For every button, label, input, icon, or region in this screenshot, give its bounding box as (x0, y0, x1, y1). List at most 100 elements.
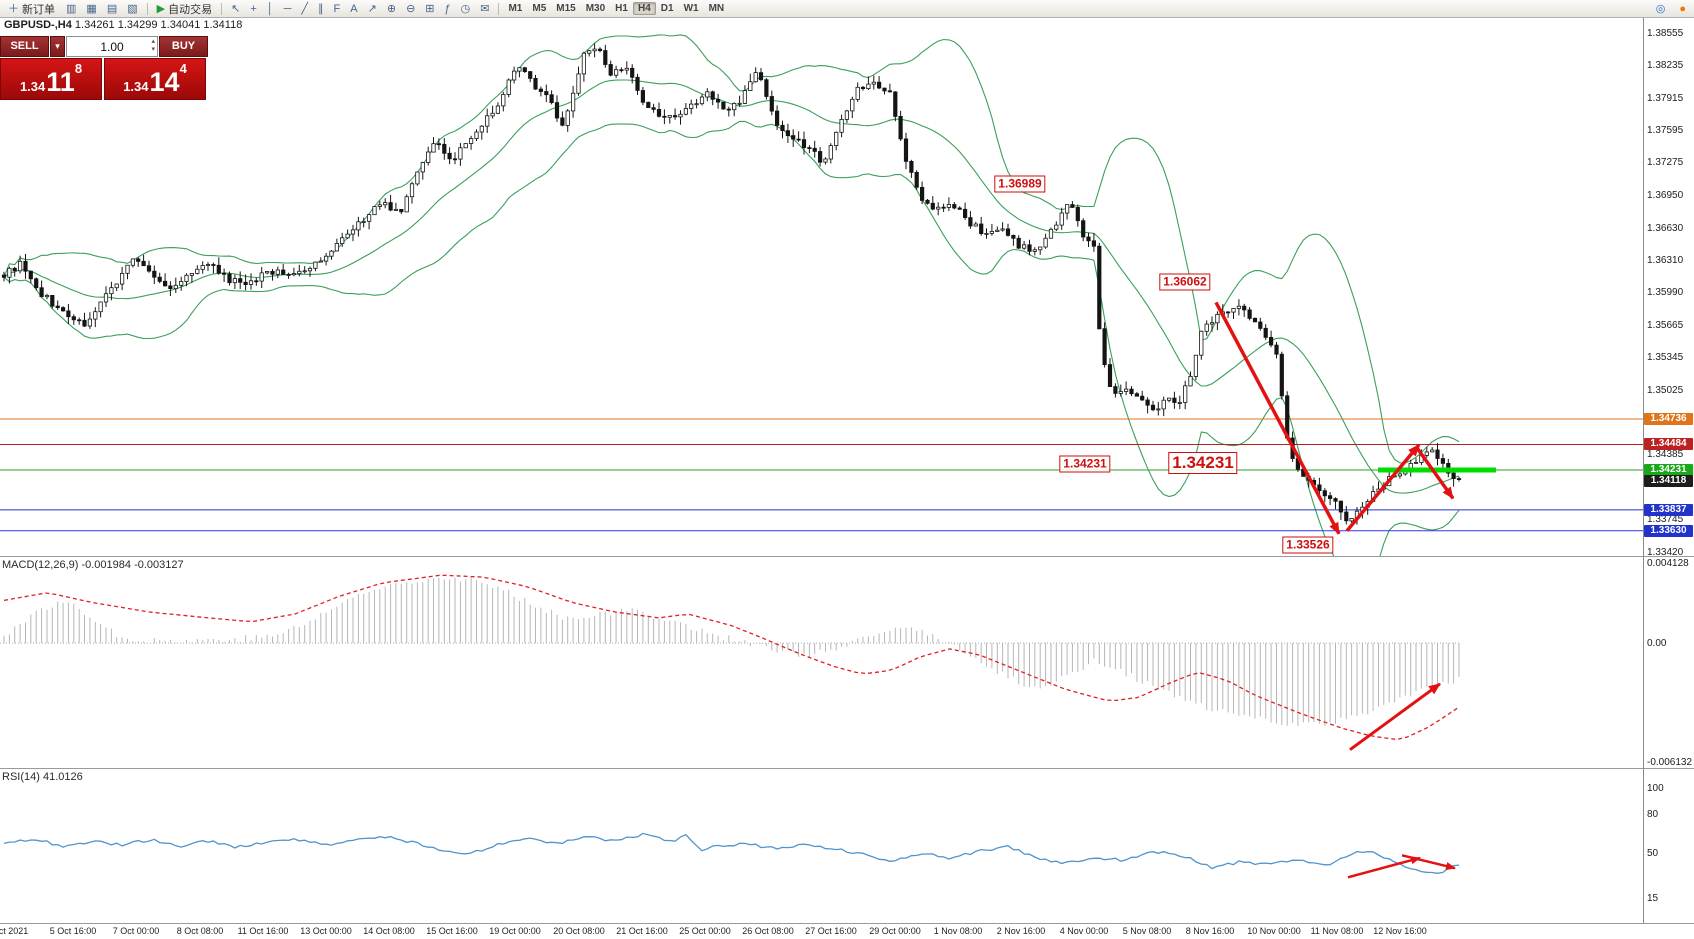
volume-input[interactable]: 1.00 ▴ ▾ (66, 36, 158, 57)
autotrade-label: 自动交易 (168, 3, 213, 16)
symbol-period: GBPUSD-,H4 (4, 19, 72, 31)
axis-tick-label: 1.36950 (1647, 190, 1684, 202)
market-watch-icon[interactable]: ▤ (102, 1, 122, 17)
price-annotation-label[interactable]: 1.36062 (1159, 273, 1211, 291)
tile-windows-icon: ⊞ (425, 2, 435, 15)
trend-arrow (1214, 301, 1341, 535)
fibonacci-icon[interactable]: F (329, 1, 346, 17)
time-axis-label: 5 Oct 16:00 (49, 926, 97, 936)
rsi-canvas[interactable] (0, 769, 1643, 923)
macd-panel[interactable]: MACD(12,26,9) -0.001984 -0.003127 (0, 557, 1643, 768)
price-annotation-label[interactable]: 1.34231 (1168, 452, 1238, 474)
tile-windows-icon[interactable]: ⊞ (420, 1, 439, 17)
panel-divider[interactable] (0, 768, 1694, 769)
text-label-icon[interactable]: A (345, 1, 362, 17)
timeframe-button-d1[interactable]: D1 (660, 2, 674, 14)
macd-trend-arrow (1349, 682, 1441, 751)
alert-icon[interactable]: ● (1674, 1, 1691, 17)
navigator-icon[interactable]: ▧ (122, 1, 142, 17)
timeframe-button-h1[interactable]: H1 (615, 2, 628, 14)
time-axis-label: 7 Oct 00:00 (112, 926, 160, 936)
cursor-icon[interactable]: ↖ (226, 1, 245, 17)
one-click-trading-panel: SELL ▾ 1.00 ▴ ▾ BUY 1.34 11 8 (0, 36, 208, 100)
arrows-tool-icon[interactable]: ↗ (363, 1, 382, 17)
price-annotation-label[interactable]: 1.36989 (994, 175, 1046, 193)
price-axis-badge: 1.34484 (1644, 438, 1693, 451)
price-axis-badge: 1.33630 (1644, 524, 1693, 537)
spinner-up-icon[interactable]: ▴ (151, 38, 155, 45)
time-axis-label: 21 Oct 16:00 (616, 926, 668, 936)
indicators-icon[interactable]: ƒ (440, 1, 456, 17)
time-axis-label: Oct 2021 (0, 926, 29, 936)
trendline-icon[interactable]: ╱ (296, 1, 313, 17)
spinner-down-icon[interactable]: ▾ (151, 46, 155, 53)
sell-price-big: 11 (46, 67, 75, 97)
mail-icon[interactable]: ✉ (475, 1, 494, 17)
price-annotation-label[interactable]: 1.33526 (1282, 536, 1334, 554)
macd-canvas[interactable] (0, 557, 1643, 768)
navigator-icon: ▧ (127, 2, 138, 15)
axis-tick-label: 1.34385 (1647, 449, 1684, 461)
axis-tick-label: 0.00 (1647, 638, 1667, 650)
axis-tick-label: 1.36310 (1647, 254, 1684, 266)
rsi-panel[interactable]: RSI(14) 41.0126 (0, 769, 1643, 923)
time-axis-label: 29 Oct 00:00 (869, 926, 921, 936)
time-axis-label: 15 Oct 16:00 (426, 926, 478, 936)
timeframe-button-m30[interactable]: M30 (585, 2, 606, 14)
timeframe-button-m5[interactable]: M5 (532, 2, 547, 14)
sell-price-display[interactable]: 1.34 11 8 (0, 58, 102, 100)
timeframe-button-mn[interactable]: MN (708, 2, 725, 14)
new-order-button[interactable]: ＋ 新订单 (3, 1, 60, 17)
axis-tick-label: 1.35665 (1647, 320, 1684, 332)
buy-price-display[interactable]: 1.34 14 4 (104, 58, 206, 100)
timeframe-button-w1[interactable]: W1 (683, 2, 699, 14)
axis-tick-label: 1.38235 (1647, 60, 1684, 72)
search-icon[interactable]: ◎ (1651, 1, 1671, 17)
periods-icon[interactable]: ◷ (456, 1, 476, 17)
axis-tick-label: 15 (1647, 892, 1659, 904)
arrows-tool-icon: ↗ (367, 2, 377, 15)
toolbar-separator (498, 2, 500, 15)
axis-tick-label: 1.35990 (1647, 287, 1684, 299)
axis-separator (1643, 18, 1644, 923)
timeframe-button-h4[interactable]: H4 (632, 1, 656, 15)
sell-button[interactable]: SELL (0, 36, 49, 57)
zoom-in-icon[interactable]: ⊕ (382, 1, 401, 17)
volume-spinner[interactable]: ▴ ▾ (151, 38, 155, 54)
main-chart-panel[interactable]: GBPUSD-,H4 1.34261 1.34299 1.34041 1.341… (0, 18, 1643, 556)
time-axis[interactable]: Oct 2021 5 Oct 16:00 7 Oct 00:00 8 Oct 08:0… (0, 924, 1643, 939)
axis-tick-label: -0.006132 (1647, 757, 1693, 768)
time-axis-label: 26 Oct 08:00 (742, 926, 794, 936)
bollinger-band (3, 79, 1460, 494)
profiles-icon[interactable]: ▦ (81, 1, 101, 17)
timeframe-button-m1[interactable]: M1 (508, 2, 523, 14)
macd-signal-line (3, 574, 1460, 741)
autotrade-play-icon: ▶ (156, 2, 166, 15)
time-axis-label: 5 Nov 08:00 (1122, 926, 1172, 936)
zoom-out-icon[interactable]: ⊖ (401, 1, 420, 17)
main-chart-canvas[interactable] (0, 18, 1643, 556)
time-axis-label: 20 Oct 08:00 (553, 926, 605, 936)
crosshair-icon[interactable]: + (245, 1, 261, 17)
time-axis-label: 8 Oct 08:00 (176, 926, 224, 936)
toolbar-separator (146, 2, 148, 15)
axis-tick-label: 1.37595 (1647, 125, 1684, 137)
volume-dropdown-icon[interactable]: ▾ (50, 36, 65, 57)
axis-tick-label: 1.37915 (1647, 92, 1684, 104)
panel-divider[interactable] (0, 556, 1694, 557)
axis-tick-label: 1.35345 (1647, 352, 1684, 364)
buy-button[interactable]: BUY (159, 36, 208, 57)
equidistant-channel-icon[interactable]: ∥ (313, 1, 329, 17)
horizontal-line-icon[interactable]: ─ (279, 1, 297, 17)
vertical-line-icon[interactable]: │ (262, 1, 279, 17)
alert-icon: ● (1679, 2, 1686, 15)
price-axis[interactable]: 1.38555 1.38235 1.37915 1.37595 1.37275 1.369… (1644, 18, 1694, 939)
charts-icon[interactable]: ▥ (61, 1, 81, 17)
timeframe-button-m15[interactable]: M15 (556, 2, 576, 14)
timeframe-group: M1 M5 M15 M30 H1 H4 D1 W1 MN (503, 1, 729, 16)
ohlc-values: 1.34261 1.34299 1.34041 1.34118 (74, 19, 243, 31)
new-order-label: 新订单 (22, 3, 55, 16)
price-annotation-label[interactable]: 1.34231 (1059, 455, 1111, 473)
autotrade-button[interactable]: ▶ 自动交易 (152, 1, 217, 17)
rsi-trend-arrow (1347, 856, 1421, 879)
